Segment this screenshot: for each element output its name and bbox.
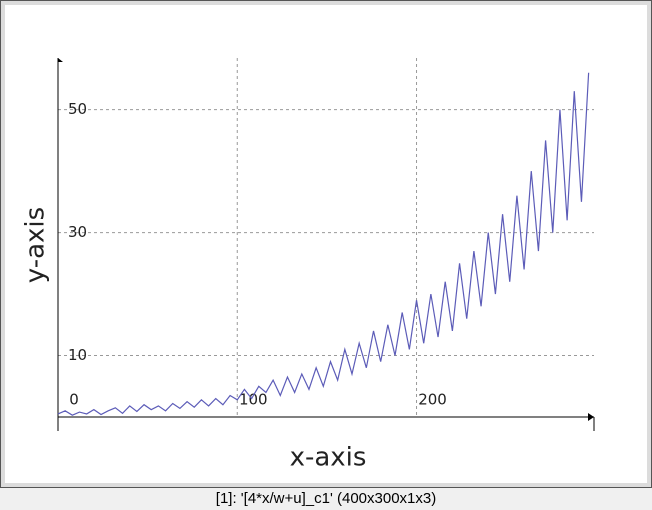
window — [0, 0, 652, 488]
y-axis-label: y-axis — [21, 207, 51, 283]
x-tick-label: 200 — [418, 391, 447, 409]
x-tick-label: 100 — [239, 391, 268, 409]
y-tick-label: 30 — [68, 223, 87, 241]
x-axis-arrow — [588, 413, 594, 421]
y-axis-arrow — [58, 58, 63, 62]
x-axis-label: x-axis — [290, 443, 367, 473]
canvas — [5, 5, 647, 483]
y-tick-label: 10 — [68, 346, 87, 364]
data-line — [57, 72, 590, 416]
chart: x-axis y-axis 10 30 50 0 100 200 — [21, 58, 595, 473]
caption: [1]: '[4*x/w+u]_c1' (400x300x1x3) — [215, 490, 437, 507]
y-tick-label: 50 — [68, 100, 87, 118]
x-tick-label: 0 — [69, 391, 79, 409]
